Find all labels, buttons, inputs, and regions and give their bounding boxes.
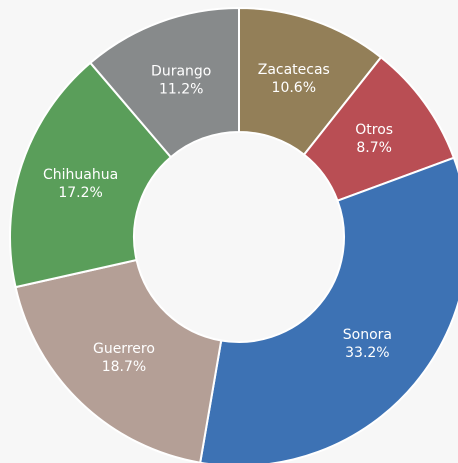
donut-slice [9, 61, 173, 289]
slice-value: 18.7% [102, 359, 146, 375]
donut-slice [199, 156, 458, 463]
slice-label: Zacatecas [258, 62, 330, 78]
slice-label: Durango [151, 63, 211, 79]
donut-slice [88, 6, 240, 159]
slice-value: 10.6% [272, 80, 316, 96]
slice-label: Sonora [343, 327, 392, 343]
slice-label: Guerrero [93, 341, 155, 357]
slice-value: 17.2% [58, 185, 102, 201]
slice-value: 11.2% [159, 81, 203, 97]
slice-label: Chihuahua [43, 167, 118, 183]
donut-slice [14, 258, 223, 463]
slice-label: Otros [355, 122, 393, 138]
slice-value: 8.7% [356, 140, 392, 156]
slice-value: 33.2% [345, 345, 389, 361]
